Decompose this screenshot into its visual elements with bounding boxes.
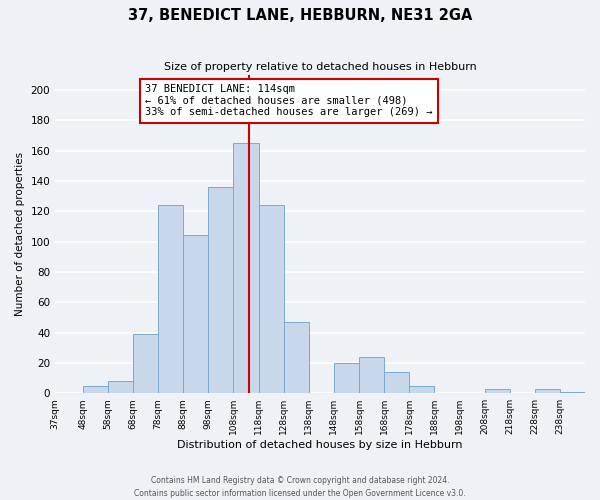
Bar [485,388,509,393]
Bar [233,143,259,393]
Bar [83,386,108,393]
Bar [259,205,284,393]
Bar [384,372,409,393]
Y-axis label: Number of detached properties: Number of detached properties [15,152,25,316]
Bar [158,205,183,393]
Bar [133,334,158,393]
Bar [409,386,434,393]
Title: Size of property relative to detached houses in Hebburn: Size of property relative to detached ho… [164,62,476,72]
Text: 37, BENEDICT LANE, HEBBURN, NE31 2GA: 37, BENEDICT LANE, HEBBURN, NE31 2GA [128,8,472,22]
Text: 37 BENEDICT LANE: 114sqm
← 61% of detached houses are smaller (498)
33% of semi-: 37 BENEDICT LANE: 114sqm ← 61% of detach… [145,84,433,117]
Bar [183,236,208,393]
Text: Contains HM Land Registry data © Crown copyright and database right 2024.
Contai: Contains HM Land Registry data © Crown c… [134,476,466,498]
Bar [359,357,384,393]
Bar [108,381,133,393]
Bar [334,363,359,393]
Bar [284,322,309,393]
Bar [560,392,585,393]
X-axis label: Distribution of detached houses by size in Hebburn: Distribution of detached houses by size … [178,440,463,450]
Bar [208,187,233,393]
Bar [535,388,560,393]
